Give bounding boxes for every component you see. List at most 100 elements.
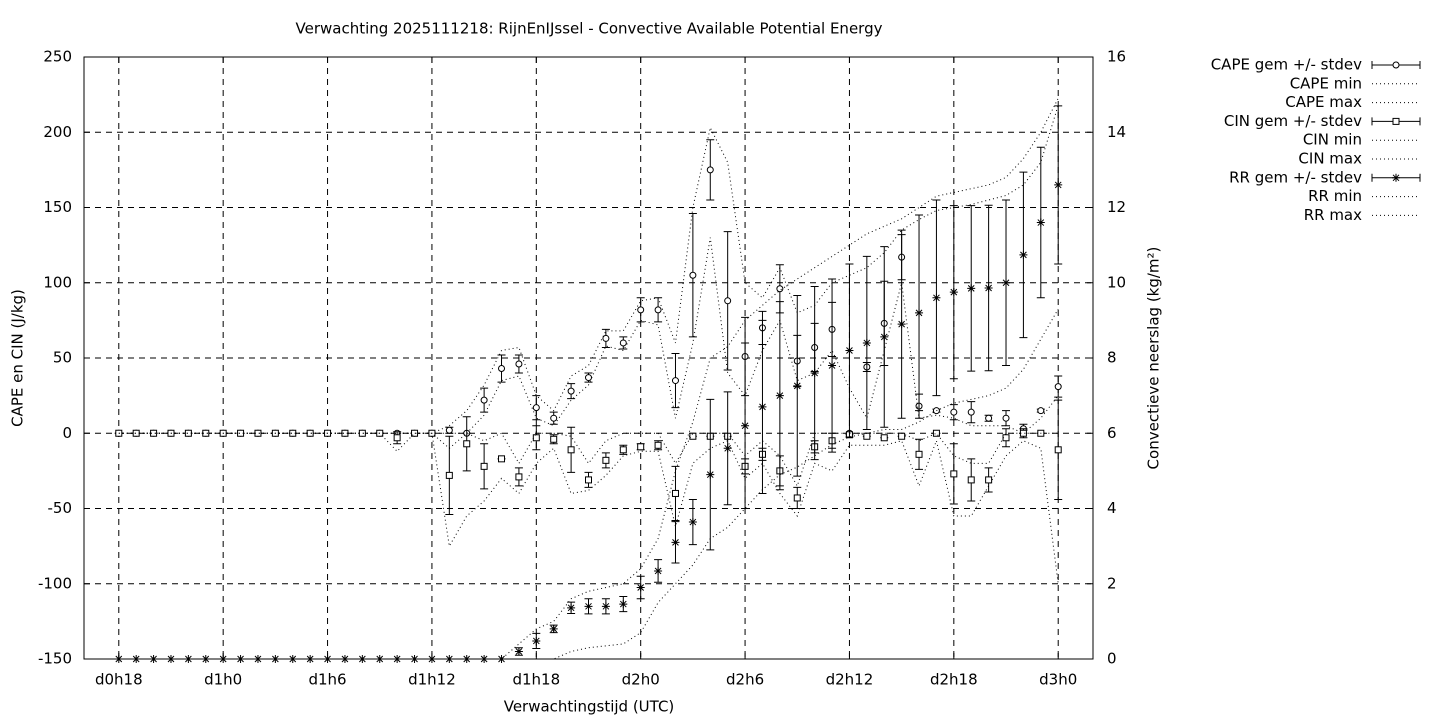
marker — [967, 476, 975, 484]
y-axis-label: CAPE en CIN (J/kg) — [9, 289, 27, 427]
marker — [1054, 446, 1062, 454]
y2-tick-label: 0 — [1107, 650, 1117, 668]
marker — [445, 426, 453, 434]
legend-label: CIN gem +/- stdev — [1224, 112, 1362, 130]
marker — [550, 435, 558, 443]
marker — [462, 655, 471, 663]
marker — [132, 655, 141, 663]
legend-label: CIN max — [1298, 150, 1362, 168]
range-line — [118, 432, 1059, 488]
marker — [480, 462, 488, 470]
marker — [532, 636, 541, 645]
marker — [132, 429, 140, 437]
legend-marker — [1392, 173, 1400, 182]
marker — [932, 293, 941, 302]
marker — [237, 429, 245, 437]
x-tick-label: d1h18 — [512, 671, 560, 689]
marker — [880, 434, 888, 442]
marker — [463, 440, 471, 448]
marker — [515, 473, 523, 481]
y2-tick-label: 4 — [1107, 499, 1117, 517]
marker — [1054, 383, 1062, 391]
legend-label: RR max — [1304, 206, 1362, 224]
marker — [654, 566, 663, 575]
marker — [636, 583, 645, 592]
x-tick-label: d2h18 — [930, 671, 978, 689]
y2-tick-label: 8 — [1107, 349, 1117, 367]
marker — [341, 429, 349, 437]
marker — [114, 655, 123, 663]
marker — [637, 306, 645, 314]
marker — [723, 444, 732, 453]
marker — [497, 655, 506, 663]
marker — [689, 432, 697, 440]
marker — [741, 421, 750, 430]
marker — [671, 489, 679, 497]
y-tick-label: 150 — [43, 198, 72, 216]
marker — [688, 518, 697, 527]
marker — [288, 655, 297, 663]
y2-tick-label: 12 — [1107, 198, 1126, 216]
marker — [358, 655, 367, 663]
marker — [601, 602, 610, 611]
marker — [776, 285, 784, 293]
marker — [915, 450, 923, 458]
marker — [149, 655, 158, 663]
marker — [706, 470, 715, 479]
marker — [480, 655, 489, 663]
y2-tick-label: 2 — [1107, 574, 1117, 592]
marker — [532, 434, 540, 442]
y-tick-label: 50 — [53, 349, 72, 367]
y2-tick-label: 10 — [1107, 273, 1126, 291]
range-line — [118, 98, 1059, 660]
marker — [532, 404, 540, 412]
x-tick-label: d2h0 — [622, 671, 660, 689]
legend-marker — [1392, 117, 1400, 125]
legend-label: CAPE min — [1290, 74, 1362, 92]
marker — [880, 332, 889, 341]
marker — [932, 429, 940, 437]
y-tick-label: 100 — [43, 273, 72, 291]
marker — [637, 443, 645, 451]
y-tick-label: -50 — [48, 499, 73, 517]
marker — [671, 377, 679, 385]
marker — [202, 429, 210, 437]
marker — [950, 470, 958, 478]
marker — [654, 306, 662, 314]
marker — [915, 308, 924, 317]
y2-tick-label: 16 — [1107, 48, 1126, 66]
marker — [445, 655, 454, 663]
marker — [1036, 218, 1045, 227]
marker — [984, 284, 993, 293]
marker — [549, 624, 558, 633]
marker — [584, 602, 593, 611]
marker — [340, 655, 349, 663]
marker — [689, 271, 697, 279]
marker — [724, 297, 732, 305]
marker — [514, 647, 523, 656]
y-tick-label: 200 — [43, 123, 72, 141]
marker — [985, 414, 993, 422]
marker — [184, 429, 192, 437]
marker — [567, 387, 575, 395]
marker — [410, 655, 419, 663]
marker — [950, 408, 958, 416]
y-tick-label: 0 — [62, 424, 72, 442]
marker — [775, 391, 784, 400]
legend-marker — [1392, 61, 1400, 69]
marker — [619, 446, 627, 454]
y-tick-label: -100 — [38, 574, 72, 592]
marker — [585, 374, 592, 382]
x-tick-label: d3h0 — [1039, 671, 1077, 689]
marker — [828, 361, 837, 370]
x-tick-label: d0h18 — [95, 671, 143, 689]
marker — [393, 655, 402, 663]
marker — [498, 455, 506, 463]
marker — [236, 655, 245, 663]
x-tick-label: d1h6 — [308, 671, 346, 689]
marker — [619, 339, 627, 347]
legend-label: RR gem +/- stdev — [1229, 168, 1362, 186]
marker — [845, 346, 854, 355]
